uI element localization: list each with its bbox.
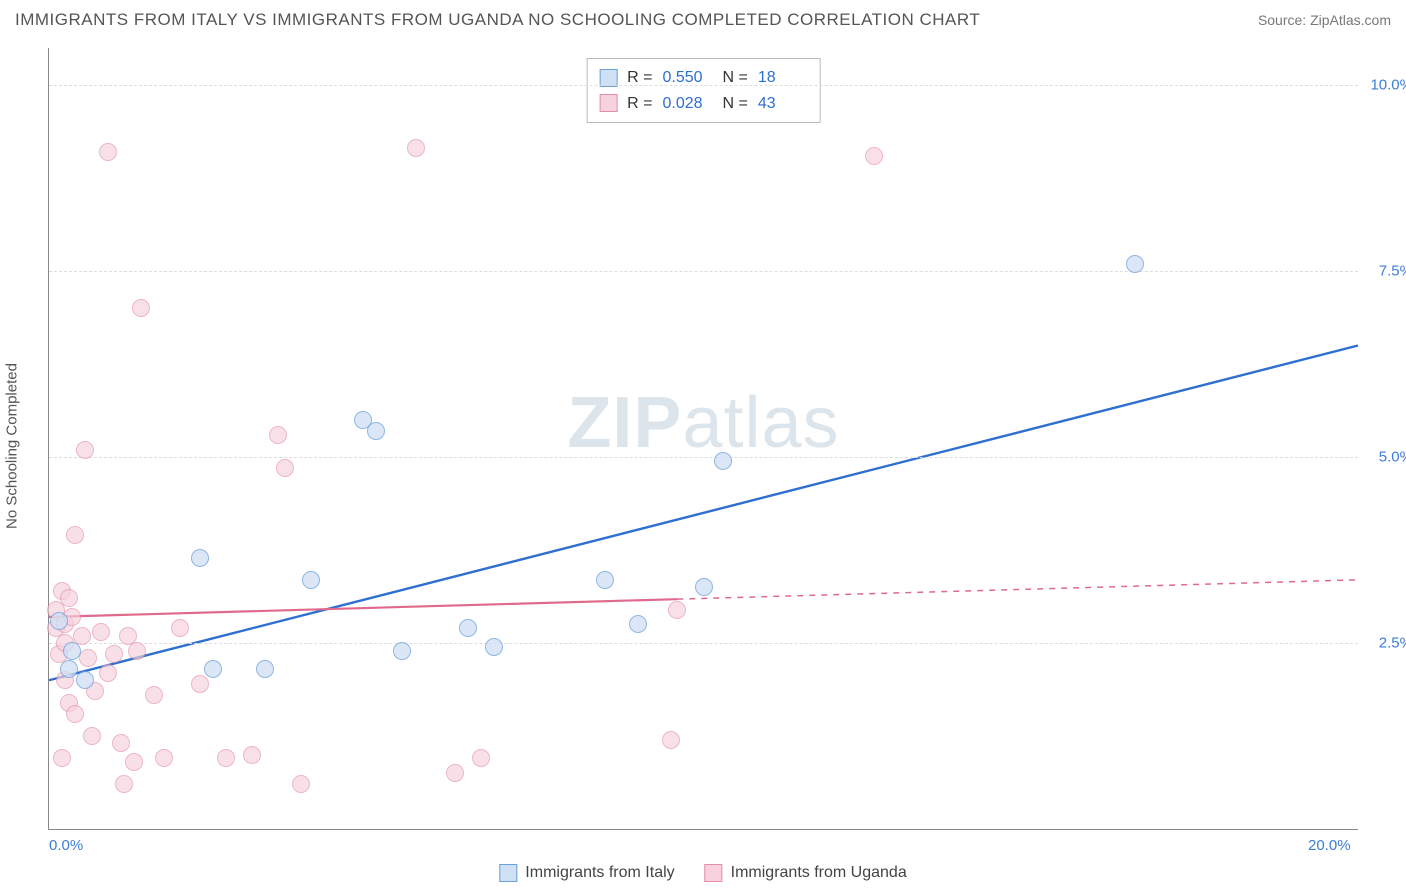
scatter-point-italy xyxy=(367,422,385,440)
scatter-point-uganda xyxy=(66,526,84,544)
chart-title: IMMIGRANTS FROM ITALY VS IMMIGRANTS FROM… xyxy=(15,10,980,30)
scatter-point-italy xyxy=(459,619,477,637)
scatter-point-uganda xyxy=(269,426,287,444)
bottom-legend: Immigrants from Italy Immigrants from Ug… xyxy=(499,864,906,882)
r-value-uganda: 0.028 xyxy=(663,91,713,117)
scatter-point-uganda xyxy=(83,727,101,745)
n-label: N = xyxy=(723,65,748,91)
scatter-point-italy xyxy=(76,671,94,689)
scatter-point-italy xyxy=(714,452,732,470)
stats-row-uganda: R = 0.028 N = 43 xyxy=(599,91,808,117)
scatter-point-italy xyxy=(393,642,411,660)
r-value-italy: 0.550 xyxy=(663,65,713,91)
gridline xyxy=(49,643,1358,644)
stats-legend-box: R = 0.550 N = 18 R = 0.028 N = 43 xyxy=(586,58,821,123)
scatter-point-uganda xyxy=(79,649,97,667)
scatter-point-uganda xyxy=(668,601,686,619)
scatter-point-uganda xyxy=(99,664,117,682)
legend-label-italy: Immigrants from Italy xyxy=(525,864,674,882)
scatter-point-uganda xyxy=(105,645,123,663)
scatter-point-uganda xyxy=(115,775,133,793)
scatter-point-italy xyxy=(191,549,209,567)
gridline xyxy=(49,271,1358,272)
scatter-point-uganda xyxy=(92,623,110,641)
scatter-point-uganda xyxy=(865,147,883,165)
legend-label-uganda: Immigrants from Uganda xyxy=(731,864,907,882)
scatter-point-italy xyxy=(60,660,78,678)
scatter-point-uganda xyxy=(125,753,143,771)
scatter-point-uganda xyxy=(191,675,209,693)
y-tick-label: 10.0% xyxy=(1363,77,1406,94)
x-tick-label: 20.0% xyxy=(1308,837,1351,854)
scatter-point-uganda xyxy=(112,734,130,752)
y-tick-label: 2.5% xyxy=(1363,635,1406,652)
scatter-point-italy xyxy=(50,612,68,630)
swatch-uganda xyxy=(705,864,723,882)
scatter-point-italy xyxy=(485,638,503,656)
legend-item-uganda: Immigrants from Uganda xyxy=(705,864,907,882)
scatter-point-uganda xyxy=(407,139,425,157)
n-label: N = xyxy=(723,91,748,117)
scatter-point-uganda xyxy=(76,441,94,459)
chart-header: IMMIGRANTS FROM ITALY VS IMMIGRANTS FROM… xyxy=(15,10,1391,30)
scatter-point-uganda xyxy=(446,764,464,782)
scatter-point-uganda xyxy=(243,746,261,764)
scatter-point-uganda xyxy=(132,299,150,317)
n-value-uganda: 43 xyxy=(758,91,808,117)
scatter-point-italy xyxy=(629,615,647,633)
scatter-point-uganda xyxy=(276,459,294,477)
y-axis-title: No Schooling Completed xyxy=(4,363,21,529)
scatter-point-uganda xyxy=(472,749,490,767)
scatter-point-italy xyxy=(302,571,320,589)
scatter-point-uganda xyxy=(99,143,117,161)
stats-row-italy: R = 0.550 N = 18 xyxy=(599,65,808,91)
scatter-point-italy xyxy=(596,571,614,589)
gridline xyxy=(49,85,1358,86)
x-tick-label: 0.0% xyxy=(49,837,83,854)
y-tick-label: 5.0% xyxy=(1363,449,1406,466)
r-label: R = xyxy=(627,65,652,91)
scatter-point-uganda xyxy=(53,749,71,767)
scatter-point-italy xyxy=(256,660,274,678)
gridline xyxy=(49,457,1358,458)
scatter-point-uganda xyxy=(60,589,78,607)
scatter-point-uganda xyxy=(155,749,173,767)
regression-line-italy xyxy=(49,346,1358,681)
scatter-point-italy xyxy=(695,578,713,596)
scatter-point-italy xyxy=(204,660,222,678)
r-label: R = xyxy=(627,91,652,117)
scatter-point-uganda xyxy=(66,705,84,723)
regression-lines-layer xyxy=(49,48,1358,829)
scatter-point-uganda xyxy=(292,775,310,793)
scatter-point-italy xyxy=(1126,255,1144,273)
regression-line-uganda-solid xyxy=(49,599,677,617)
regression-line-uganda-dashed xyxy=(677,580,1358,599)
scatter-point-uganda xyxy=(662,731,680,749)
scatter-point-uganda xyxy=(145,686,163,704)
scatter-point-italy xyxy=(63,642,81,660)
swatch-italy xyxy=(499,864,517,882)
scatter-point-uganda xyxy=(217,749,235,767)
swatch-italy xyxy=(599,69,617,87)
scatter-point-uganda xyxy=(171,619,189,637)
legend-item-italy: Immigrants from Italy xyxy=(499,864,674,882)
scatter-point-uganda xyxy=(128,642,146,660)
n-value-italy: 18 xyxy=(758,65,808,91)
source-attribution: Source: ZipAtlas.com xyxy=(1258,12,1391,28)
chart-plot-area: ZIPatlas R = 0.550 N = 18 R = 0.028 N = … xyxy=(48,48,1358,830)
y-tick-label: 7.5% xyxy=(1363,263,1406,280)
swatch-uganda xyxy=(599,94,617,112)
